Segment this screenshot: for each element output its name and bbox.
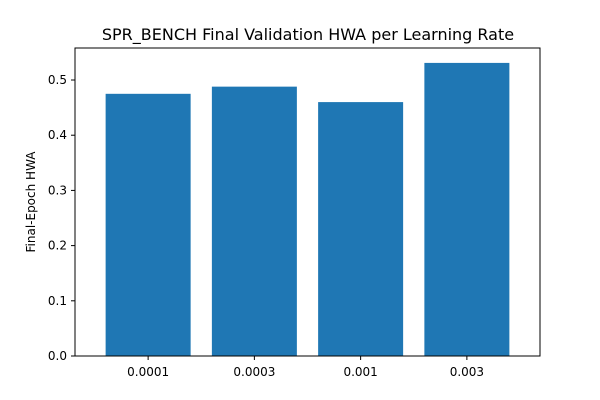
bar-0.003 <box>424 62 510 356</box>
y-tick-label: 0.4 <box>48 128 67 142</box>
x-tick-label: 0.003 <box>450 365 484 379</box>
y-axis-label: Final-Epoch HWA <box>24 151 38 253</box>
y-tick-label: 0.5 <box>48 73 67 87</box>
plot-frame <box>74 47 541 357</box>
bar-0.0001 <box>105 93 191 356</box>
y-tick-label: 0.0 <box>48 349 67 363</box>
y-tick-label: 0.1 <box>48 294 67 308</box>
y-tick-label: 0.2 <box>48 239 67 253</box>
bars-group <box>105 62 510 356</box>
y-tick-label: 0.3 <box>48 183 67 197</box>
y-axis-ticks: 0.0 0.1 0.2 0.3 0.4 0.5 <box>48 73 75 363</box>
x-tick-label: 0.0001 <box>127 365 169 379</box>
x-tick-label: 0.001 <box>343 365 377 379</box>
bar-0.001 <box>318 102 404 356</box>
chart-title: SPR_BENCH Final Validation HWA per Learn… <box>102 25 514 45</box>
x-tick-label: 0.0003 <box>233 365 275 379</box>
x-axis-ticks: 0.0001 0.0003 0.001 0.003 <box>127 356 484 379</box>
bar-0.0003 <box>211 86 297 356</box>
